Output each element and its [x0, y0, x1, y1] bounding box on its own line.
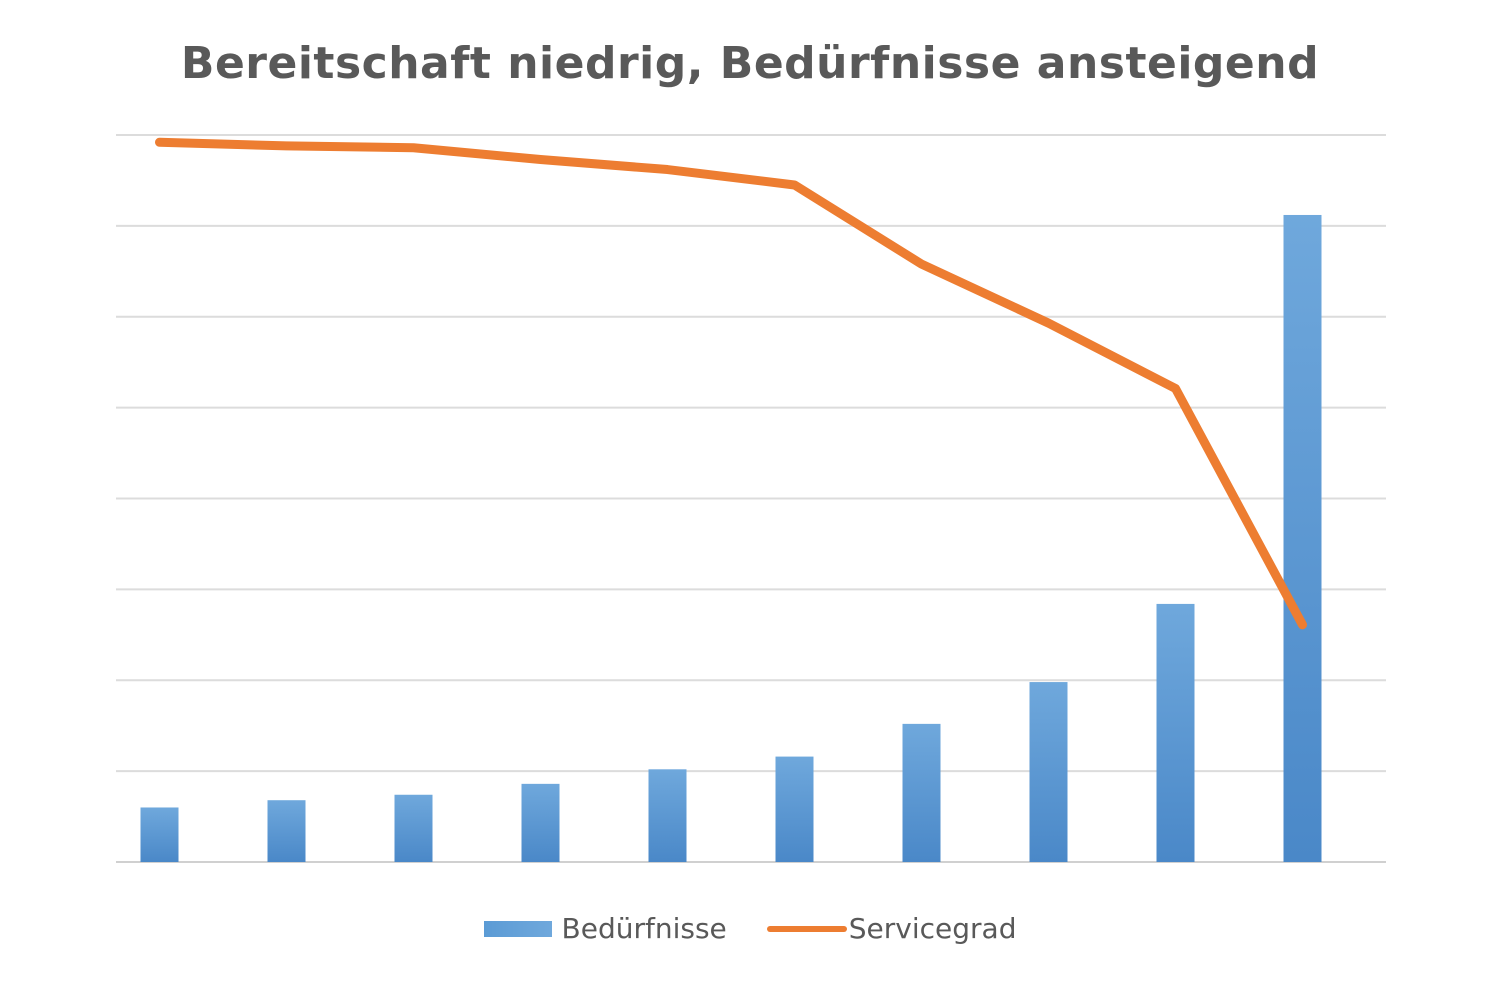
- legend: Bedürfnisse Servicegrad: [0, 912, 1500, 945]
- line-series: [155, 137, 1307, 630]
- legend-swatch-line: [766, 925, 847, 932]
- gridlines: [116, 134, 1386, 863]
- bar-2: [267, 800, 306, 862]
- bar-4: [521, 783, 560, 862]
- bar-6: [775, 756, 814, 862]
- bar-9: [1156, 603, 1195, 862]
- chart-title: Bereitschaft niedrig, Bedürfnisse anstei…: [180, 38, 1320, 89]
- bar-3: [394, 794, 433, 862]
- bar-7: [902, 723, 941, 862]
- servicegrad-line: [155, 137, 1307, 630]
- bar-5: [648, 769, 687, 862]
- bar-10: [1283, 214, 1322, 863]
- legend-label-bar: Bedürfnisse: [561, 912, 727, 945]
- legend-item-line: Servicegrad: [766, 912, 1017, 945]
- bar-8: [1029, 682, 1068, 862]
- legend-swatch-bar: [483, 920, 552, 937]
- legend-label-line: Servicegrad: [848, 912, 1017, 945]
- bar-1: [140, 807, 179, 862]
- bar-series: [140, 214, 1322, 863]
- legend-item-bar: Bedürfnisse: [483, 912, 727, 945]
